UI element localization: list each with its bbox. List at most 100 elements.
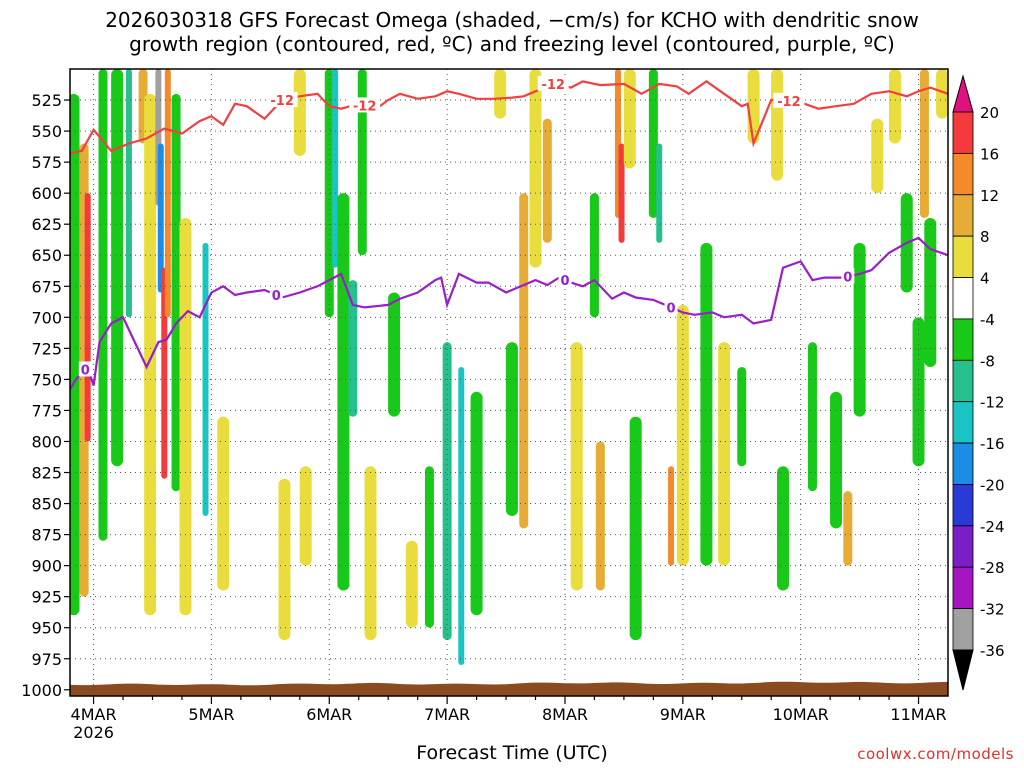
omega-shade-0 <box>70 93 80 616</box>
y-tick-label: 725 <box>31 339 62 358</box>
colorbar-tick-label: -24 <box>980 518 1005 536</box>
colorbar-tick-label: -4 <box>980 311 995 329</box>
colorbar-bin-3 <box>952 235 974 278</box>
omega-shade-56 <box>853 242 866 417</box>
x-tick-label: 7MAR <box>424 705 470 724</box>
y-tick-label: 675 <box>31 277 62 296</box>
contour-label-bg <box>269 286 283 302</box>
colorbar-tick-label: -12 <box>980 394 1005 412</box>
omega-shade-26 <box>405 540 418 628</box>
omega-shade-40 <box>618 143 625 243</box>
colorbar-bin-7 <box>952 401 974 444</box>
colorbar: 20 16 12 8 4 -4 -8 -12 -16 -20 -24 -28 -32 -36 <box>952 74 1005 691</box>
omega-shade-24 <box>364 466 377 641</box>
y-tick-label: 625 <box>31 215 62 234</box>
y-tick-label: 650 <box>31 246 62 265</box>
x-tick-label: 4MAR <box>71 705 117 724</box>
contour-line-zero <box>70 236 948 390</box>
omega-shade-27 <box>424 466 434 628</box>
omega-shade-61 <box>919 69 929 218</box>
omega-shade-34 <box>529 69 542 268</box>
colorbar-tick-label: -32 <box>980 601 1005 619</box>
title-line-2: growth region (contoured, red, ºC) and f… <box>129 32 895 56</box>
omega-shade-5 <box>125 69 132 318</box>
contour-label: 0 <box>843 270 852 285</box>
omega-shade-21 <box>337 193 350 591</box>
contour-label-bg <box>664 299 678 315</box>
omega-shade-37 <box>589 193 599 318</box>
colorbar-bin-2 <box>952 194 974 237</box>
colorbar-bin-4 <box>952 277 974 320</box>
page-title: 2026030318 GFS Forecast Omega (shaded, −… <box>0 8 1024 56</box>
credit-text: coolwx.com/models <box>857 745 1014 763</box>
omega-shade-20 <box>332 69 339 268</box>
omega-shade-55 <box>843 491 853 566</box>
omega-shade-28 <box>442 342 452 641</box>
omega-shade-16 <box>278 478 291 641</box>
omega-shade-57 <box>871 118 884 194</box>
contour-label-bg <box>841 268 855 284</box>
colorbar-tick-label: -28 <box>980 559 1005 577</box>
y-tick-label: 700 <box>31 308 62 327</box>
omega-shade-23 <box>357 69 367 256</box>
omega-shade-43 <box>648 69 658 218</box>
omega-shade-41 <box>623 69 636 169</box>
colorbar-bin-0 <box>952 111 974 154</box>
colorbar-bin-1 <box>952 152 974 196</box>
y-tick-label: 575 <box>31 153 62 172</box>
omega-shade-4 <box>111 69 124 467</box>
omega-shade-36 <box>570 342 583 591</box>
contour-label-bg <box>537 75 569 91</box>
colorbar-tick-label: 12 <box>980 187 999 205</box>
colorbar-bin-12 <box>952 608 974 651</box>
omega-shading <box>70 69 948 665</box>
omega-shade-17 <box>293 69 306 156</box>
contour-label: -12 <box>541 78 565 93</box>
omega-shade-22 <box>348 280 358 417</box>
omega-shade-45 <box>668 466 675 566</box>
omega-shade-30 <box>470 391 483 616</box>
x-axis: 4MAR 5MAR 6MAR 7MAR 8MAR 9MAR 10MAR 11MAR 2026 <box>71 696 947 742</box>
y-tick-label: 875 <box>31 526 62 545</box>
omega-shade-44 <box>656 143 663 243</box>
x-tick-label: 11MAR <box>890 705 946 724</box>
terrain <box>70 681 948 696</box>
colorbar-bin-5 <box>952 318 974 361</box>
x-tick-label: 5MAR <box>188 705 234 724</box>
omega-shade-33 <box>519 193 529 529</box>
y-tick-label: 750 <box>31 370 62 389</box>
contour-label-bg <box>78 361 92 377</box>
omega-shade-51 <box>771 69 784 181</box>
colorbar-tick-label: 8 <box>980 228 990 246</box>
colorbar-bin-9 <box>952 484 974 527</box>
omega-shade-9 <box>157 143 164 293</box>
colorbar-bin-8 <box>952 442 974 485</box>
contour-label: -12 <box>353 99 377 114</box>
colorbar-tick-label: -20 <box>980 476 1005 494</box>
omega-shade-35 <box>542 118 552 243</box>
y-tick-label: 600 <box>31 184 62 203</box>
omega-shade-19 <box>324 69 334 318</box>
colorbar-bin-11 <box>952 566 974 610</box>
omega-shade-29 <box>458 366 465 665</box>
contour-label-bg <box>558 272 572 288</box>
y-tick-label: 800 <box>31 432 62 451</box>
x-tick-label: 6MAR <box>306 705 352 724</box>
x-year-label: 2026 <box>73 723 114 742</box>
omega-shade-31 <box>494 69 507 119</box>
omega-shade-42 <box>629 416 642 641</box>
contour-label-bg <box>349 97 381 113</box>
colorbar-tick-label: 16 <box>980 145 999 163</box>
plot-frame <box>69 68 949 697</box>
omega-shade-47 <box>700 242 713 566</box>
omega-shade-10 <box>161 267 168 479</box>
contour-label: 0 <box>560 274 569 289</box>
colorbar-bin-6 <box>952 359 974 403</box>
colorbar-tick-label: 20 <box>980 104 999 122</box>
omega-shade-32 <box>505 342 518 516</box>
y-tick-label: 825 <box>31 464 62 483</box>
omega-shade-15 <box>217 416 230 591</box>
x-axis-label: Forecast Time (UTC) <box>416 742 608 764</box>
omega-shade-62 <box>924 217 937 367</box>
